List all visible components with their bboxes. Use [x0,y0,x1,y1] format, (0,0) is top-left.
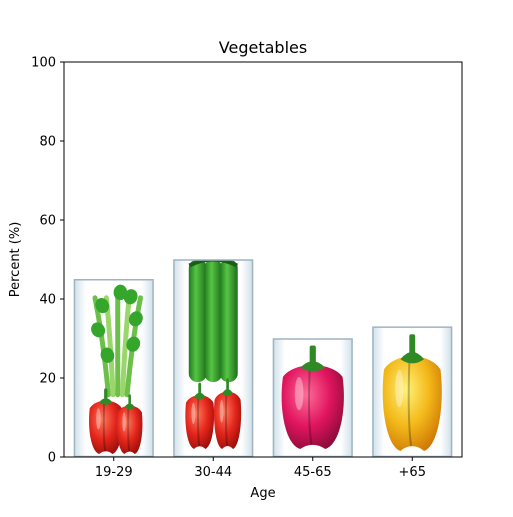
pepper-highlight [191,402,196,425]
bar-19-29 [73,279,154,458]
celery-leaf [95,298,110,314]
pepper-calyx [193,392,206,400]
celery-leaf [126,336,141,352]
pepper-highlight [395,369,404,408]
y-axis-label: Percent (%) [8,222,23,298]
pepper-shape [213,391,242,449]
pepper-stem [409,334,416,356]
pepper-crease [127,408,131,452]
x-tick-label: 30-44 [194,465,232,480]
pepper-calyx [222,388,233,396]
celery-leaf [113,284,128,301]
pepper-stem [128,394,131,405]
pepper-highlight [96,408,101,430]
bar-65 [372,326,453,458]
pepper-crease [407,362,413,446]
pepper-shape [382,356,442,451]
pepper-crease [308,370,313,445]
celery-stalk [119,295,132,398]
y-tick-label: 60 [39,214,56,229]
x-axis-label: Age [250,486,275,501]
pepper-shape [281,365,344,449]
chart-title: Vegetables [219,38,307,57]
x-tick-label: 45-65 [294,465,332,480]
bar-45-65 [272,338,353,458]
x-tick-label: 19-29 [95,465,133,480]
pepper-calyx [124,403,135,410]
zucchini-tops [188,259,239,268]
celery-leaf [123,289,138,305]
y-tick-label: 0 [48,451,56,466]
bar-30-44 [173,259,254,458]
zucchini-shape [219,259,238,382]
y-tick-label: 40 [39,293,56,308]
pepper-highlight [294,376,304,411]
pepper-stem [226,378,229,391]
y-tick-label: 100 [31,56,56,71]
pepper-shape [89,400,123,454]
pepper-calyx [300,361,326,372]
pepper-crease [224,395,229,446]
pepper-crease [197,398,201,447]
pepper-calyx [400,351,425,364]
zucchini-shape [188,259,207,382]
y-tick-label: 80 [39,135,56,150]
pepper-stem [309,345,316,364]
pepper-highlight [219,399,224,423]
celery-leaf [128,311,143,327]
celery-leaf [91,322,106,338]
pepper-calyx [99,398,113,405]
pepper-stem [104,388,108,401]
x-tick-label: +65 [399,465,426,480]
pepper-shape [116,405,143,454]
pepper-stem [198,382,202,395]
pepper-crease [102,404,107,452]
zucchini-shape [204,259,223,382]
y-tick-label: 20 [39,372,56,387]
pepper-highlight [122,412,126,432]
pepper-shape [185,395,215,449]
celery-leaf [100,347,115,363]
plot-frame [63,61,463,458]
